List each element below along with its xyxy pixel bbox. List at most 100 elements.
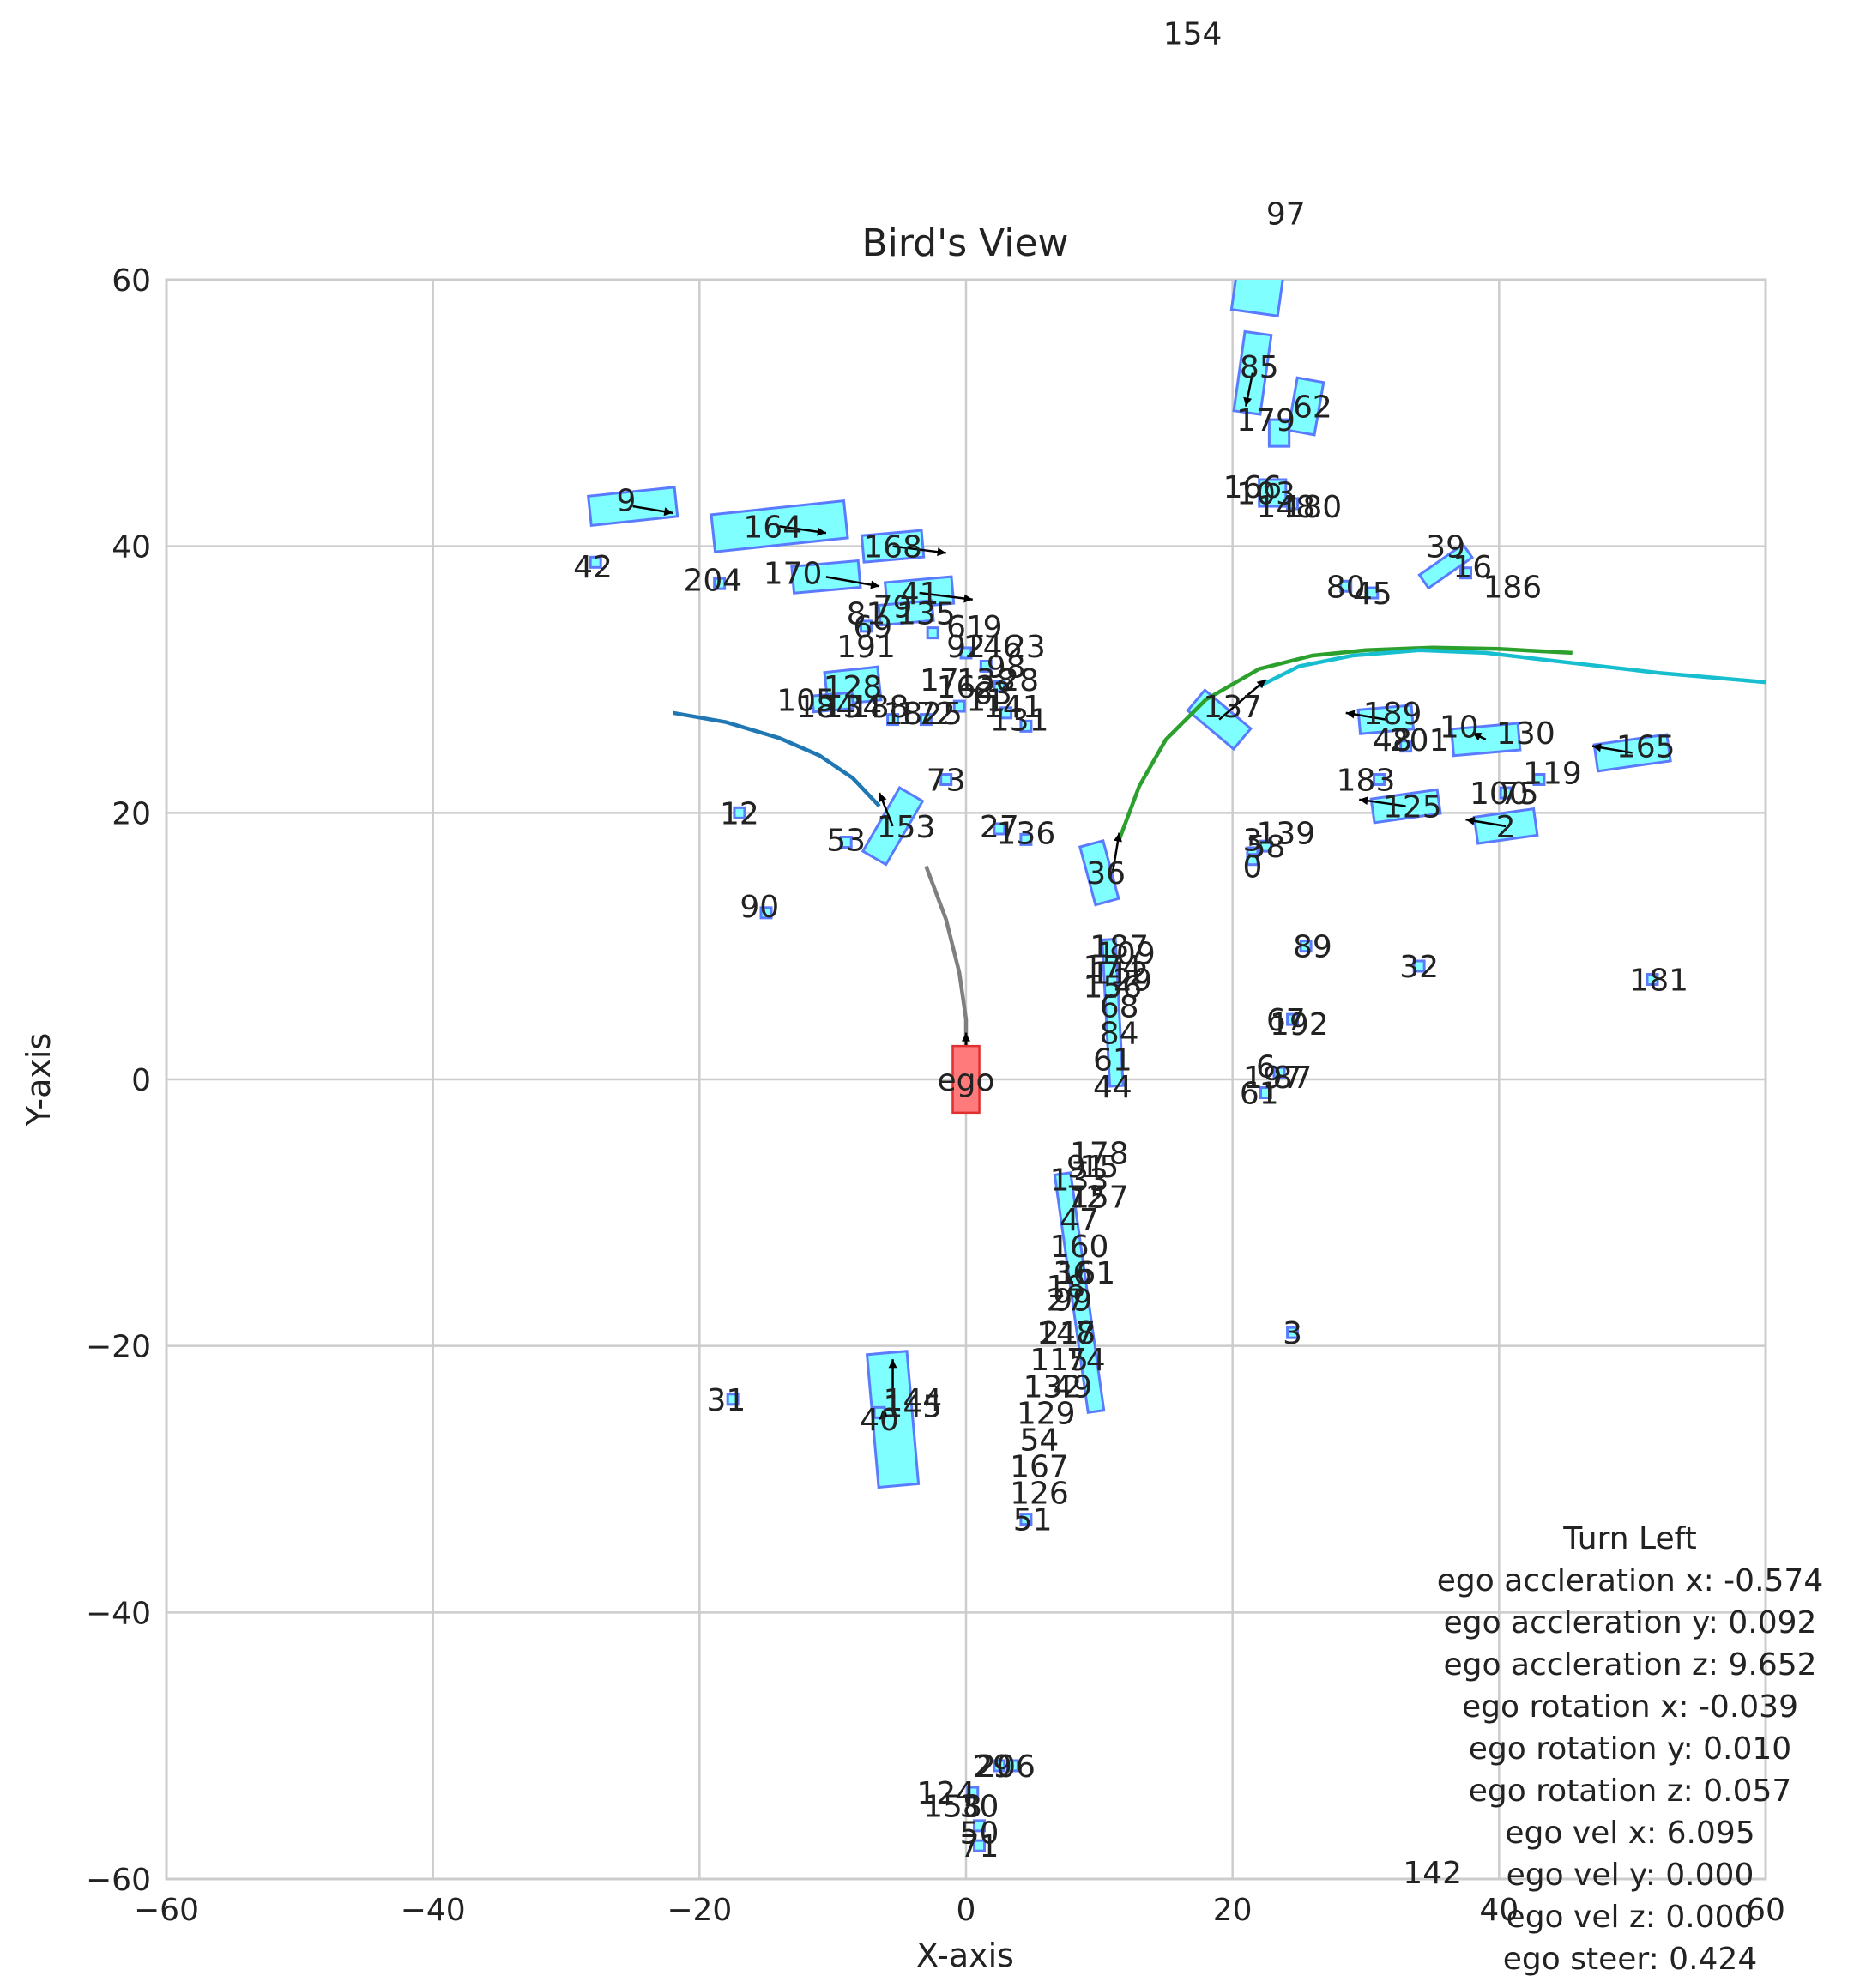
plot-frame (165, 278, 1767, 1881)
object-box (1258, 478, 1288, 508)
object-id-label: 109 (1096, 936, 1156, 971)
object-box (877, 599, 935, 627)
object-id-label: 135 (897, 596, 956, 631)
object-point (1246, 853, 1259, 867)
object-id-label: 30 (960, 1790, 999, 1825)
object-id-label: 53 (826, 823, 866, 858)
object-point (1532, 773, 1546, 786)
object-point (1339, 579, 1353, 593)
trajectory-line (672, 710, 881, 808)
object-point (1019, 832, 1033, 846)
object-box (1229, 280, 1289, 317)
object-point (1499, 786, 1513, 800)
object-point (1272, 1066, 1286, 1079)
object-id-label: 184 (797, 690, 856, 725)
object-box (1078, 839, 1120, 907)
status-line: ego accleration y: 0.092 (1444, 1605, 1817, 1641)
object-id-label: 138 (957, 663, 1016, 698)
object-id-label: 47 (1060, 1203, 1099, 1238)
object-point (952, 699, 966, 713)
object-point (1366, 586, 1380, 600)
object-id-label: 100 (1470, 776, 1529, 812)
object-point (1373, 773, 1386, 786)
object-id-label: 170 (764, 557, 823, 592)
object-id-label: 36 (1053, 1256, 1092, 1291)
object-id-label: 115 (1030, 1343, 1089, 1378)
object-points (589, 497, 1659, 1852)
object-id-label: 44 (1093, 1070, 1132, 1105)
arrow-head (879, 793, 887, 803)
object-id-label: 183 (1337, 764, 1396, 799)
arrow-head (817, 527, 826, 536)
object-box (1053, 1171, 1106, 1414)
object-id-label: 119 (1523, 757, 1582, 792)
object-id-label: 161 (1056, 1256, 1115, 1291)
object-id-label: 16 (1452, 550, 1492, 585)
object-id-label: 201 (1390, 723, 1449, 758)
object-point (973, 1819, 987, 1833)
object-id-label: 21 (1040, 1316, 1079, 1351)
object-id-label: 6 (1256, 1049, 1276, 1085)
object-point (1259, 839, 1272, 853)
object-id-label: 61 (1093, 1043, 1132, 1079)
object-point (1005, 1759, 1019, 1773)
object-box (1417, 542, 1475, 590)
object-id-label: 79 (873, 590, 913, 625)
ego-label: ego (937, 1063, 994, 1098)
object-point (759, 906, 773, 920)
status-line: Turn Left (1562, 1521, 1697, 1556)
heading-arrow (892, 545, 946, 554)
y-tick-label: 60 (112, 263, 151, 299)
heading-arrow (1218, 679, 1267, 721)
ego-vehicle: ego (937, 1044, 995, 1115)
arrow-head (1114, 832, 1122, 843)
trajectories (672, 645, 1766, 1047)
object-id-label: 182 (884, 697, 943, 732)
object-id-label: 90 (740, 890, 779, 925)
arrow-head (1465, 816, 1476, 825)
object-point (1019, 1513, 1033, 1526)
object-id-label: 29 (1113, 964, 1152, 999)
arrow-head (663, 507, 673, 517)
object-id-label: 206 (976, 1749, 1036, 1785)
object-id-label: 5 (943, 697, 963, 732)
object-id-label: 126 (1010, 1477, 1069, 1512)
object-id-label: 197 (1243, 1060, 1302, 1096)
object-id-label: 153 (877, 810, 936, 845)
object-id-label: 28 (999, 663, 1039, 698)
object-id-label: 112 (1090, 957, 1149, 992)
object-point (713, 577, 727, 590)
heading-arrow (825, 576, 880, 588)
object-id-label: 137 (1203, 690, 1262, 725)
object-id-label: 31 (706, 1383, 746, 1418)
object-id-label: 91 (1066, 1150, 1106, 1185)
object-boxes (587, 280, 1672, 1489)
y-tick-label: −60 (86, 1863, 151, 1898)
object-point (589, 555, 602, 569)
heading-arrow (919, 591, 973, 601)
object-id-label: 9 (983, 610, 1003, 645)
x-axis-label: X-axis (916, 1937, 1014, 1974)
object-id-label: 124 (916, 1776, 975, 1811)
object-id-label: 186 (1483, 570, 1543, 605)
arrow-head (1359, 796, 1368, 806)
object-id-label: 179 (1236, 403, 1295, 438)
ego-status-text: Turn Left ego accleration x: -0.574 ego ac… (1437, 1521, 1823, 1977)
object-id-label: 72 (1066, 1181, 1106, 1216)
object-point (839, 836, 853, 849)
object-id-label: 188 (850, 690, 909, 725)
trajectory-line (924, 865, 969, 1047)
object-box (1286, 376, 1325, 437)
object-id-label: 130 (1496, 716, 1555, 752)
object-id-label: 146 (963, 630, 1023, 665)
object-point (1019, 719, 1033, 733)
object-point (726, 1393, 740, 1406)
object-id-label: 10 (1440, 710, 1479, 745)
axes-frame (165, 278, 1767, 1881)
object-id-label: 157 (1070, 1181, 1129, 1216)
trajectory-line (1258, 648, 1766, 688)
object-box (1369, 788, 1442, 825)
object-point (1412, 959, 1426, 973)
object-id-label: 18 (1047, 1270, 1086, 1305)
